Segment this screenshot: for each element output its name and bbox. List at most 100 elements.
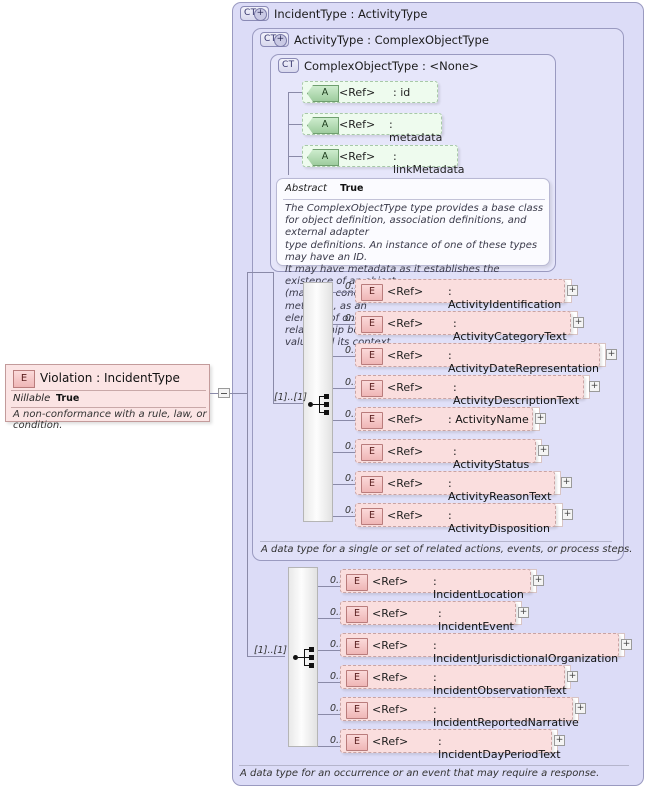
elem-branch-line (333, 484, 355, 485)
attr-branch-line (288, 156, 302, 157)
element-row[interactable]: E <Ref> : IncidentJurisdictionalOrganiza… (340, 633, 619, 665)
expand-icon[interactable]: + (533, 575, 544, 586)
element-row[interactable]: E <Ref> : ActivityCategoryText (355, 311, 571, 343)
element-row[interactable]: E <Ref> : IncidentReportedNarrative (340, 697, 579, 729)
expand-icon[interactable]: + (589, 381, 600, 392)
element-ref: <Ref> (372, 639, 409, 652)
divider (260, 541, 612, 542)
elem-branch-line (333, 420, 355, 421)
element-icon: E (361, 508, 383, 525)
elem-branch-line (318, 714, 340, 715)
attribute-icon: A (307, 85, 339, 102)
element-ref: <Ref> (372, 671, 409, 684)
expand-icon[interactable]: + (567, 671, 578, 682)
ct-badge-label: CT (244, 8, 257, 18)
occurrence-indicator: 0..* (345, 409, 362, 420)
divider (239, 765, 629, 766)
abstract-row: Abstract True (285, 183, 364, 194)
activity-cardinality: [1]..[1] (274, 392, 307, 403)
element-icon: E (361, 476, 383, 493)
elem-branch-line (318, 618, 340, 619)
attribute-row[interactable]: A <Ref> : metadata (302, 113, 442, 144)
abstract-label: Abstract (285, 183, 327, 194)
elem-branch-line (318, 682, 340, 683)
element-icon: E (346, 638, 368, 655)
occurrence-indicator: 0..* (345, 345, 362, 356)
element-row[interactable]: E <Ref> : ActivityName (355, 407, 533, 431)
occurrence-indicator: 0..* (330, 575, 347, 586)
element-icon: E (361, 284, 383, 301)
element-ref: <Ref> (372, 703, 409, 716)
expand-icon[interactable]: + (554, 735, 565, 746)
elem-branch-line (333, 452, 355, 453)
attribute-name: : id (393, 86, 411, 99)
expand-icon[interactable]: + (538, 445, 549, 456)
root-element-box[interactable]: E Violation : IncidentType Nillable True… (5, 364, 210, 431)
element-icon: E (361, 444, 383, 461)
element-icon: E (361, 348, 383, 365)
ct-badge-incident-type[interactable]: CT + (240, 6, 269, 21)
plus-icon[interactable]: + (254, 8, 267, 21)
attribute-row[interactable]: A <Ref> : id (302, 81, 438, 103)
element-icon: E (13, 370, 35, 388)
element-row[interactable]: E <Ref> : ActivityDateRepresentation (355, 343, 600, 375)
expand-icon[interactable]: + (562, 509, 573, 520)
element-icon: E (346, 702, 368, 719)
element-name: : ActivityReasonText (448, 477, 552, 503)
element-row[interactable]: E <Ref> : IncidentEvent (340, 601, 516, 633)
element-row[interactable]: E <Ref> : IncidentLocation (340, 569, 531, 601)
attribute-ref: <Ref> (339, 86, 376, 99)
element-name: : IncidentEvent (438, 607, 514, 633)
panel-title-complex-object-type: ComplexObjectType : <None> (304, 59, 479, 73)
element-row[interactable]: E <Ref> : IncidentObservationText (340, 665, 567, 697)
element-name: : IncidentJurisdictionalOrganization (433, 639, 619, 665)
element-row[interactable]: E <Ref> : ActivityIdentification (355, 279, 565, 311)
element-ref: <Ref> (387, 381, 424, 394)
element-row[interactable]: E <Ref> : IncidentDayPeriodText (340, 729, 561, 761)
activity-compositor-line (273, 272, 274, 403)
element-name: : ActivityIdentification (448, 285, 562, 311)
abstract-value: True (340, 183, 364, 194)
occurrence-indicator: 0..* (345, 505, 362, 516)
collapse-icon[interactable] (218, 388, 230, 398)
elem-branch-line (318, 650, 340, 651)
root-spine-line (247, 272, 248, 656)
plus-icon[interactable]: + (274, 34, 287, 47)
element-name: : ActivityDateRepresentation (448, 349, 599, 375)
ct-badge-complex-object-type[interactable]: CT (278, 58, 299, 73)
incident-type-footer: A data type for an occurrence or an even… (240, 768, 600, 779)
expand-icon[interactable]: + (567, 285, 578, 296)
activity-compositor-line (273, 403, 303, 404)
attribute-row[interactable]: A <Ref> : linkMetadata (302, 145, 465, 176)
expand-icon[interactable]: + (606, 349, 617, 360)
doc-line: It may have metadata as it establishes t… (285, 264, 500, 288)
occurrence-indicator: 0..* (345, 473, 362, 484)
sequence-icon (308, 394, 330, 415)
element-name: : ActivityDisposition (448, 509, 550, 535)
element-icon: E (346, 670, 368, 687)
element-row[interactable]: E <Ref> : ActivityStatus (355, 439, 536, 471)
expand-icon[interactable]: + (575, 703, 586, 714)
element-ref: <Ref> (387, 317, 424, 330)
occurrence-indicator: 0..* (330, 735, 347, 746)
expand-icon[interactable]: + (621, 639, 632, 650)
documentation-box: Abstract True The ComplexObjectType type… (276, 178, 550, 348)
expand-icon[interactable]: + (535, 413, 546, 424)
element-row[interactable]: E <Ref> : ActivityReasonText (355, 471, 555, 503)
attr-branch-line (288, 124, 302, 125)
incident-compositor-line (273, 656, 285, 657)
attribute-name: : linkMetadata (393, 150, 465, 176)
doc-line: The ComplexObjectType type provides a ba… (285, 203, 544, 214)
expand-icon[interactable]: + (518, 607, 529, 618)
element-ref: <Ref> (372, 735, 409, 748)
element-icon: E (361, 412, 383, 429)
expand-icon[interactable]: + (561, 477, 572, 488)
ct-badge-activity-type[interactable]: CT + (260, 32, 289, 47)
element-ref: <Ref> (387, 349, 424, 362)
element-row[interactable]: E <Ref> : ActivityDisposition (355, 503, 556, 535)
divider (11, 407, 206, 408)
element-row[interactable]: E <Ref> : ActivityDescriptionText (355, 375, 584, 407)
root-title: Violation : IncidentType (40, 371, 180, 385)
element-ref: <Ref> (372, 607, 409, 620)
expand-icon[interactable]: + (573, 317, 584, 328)
